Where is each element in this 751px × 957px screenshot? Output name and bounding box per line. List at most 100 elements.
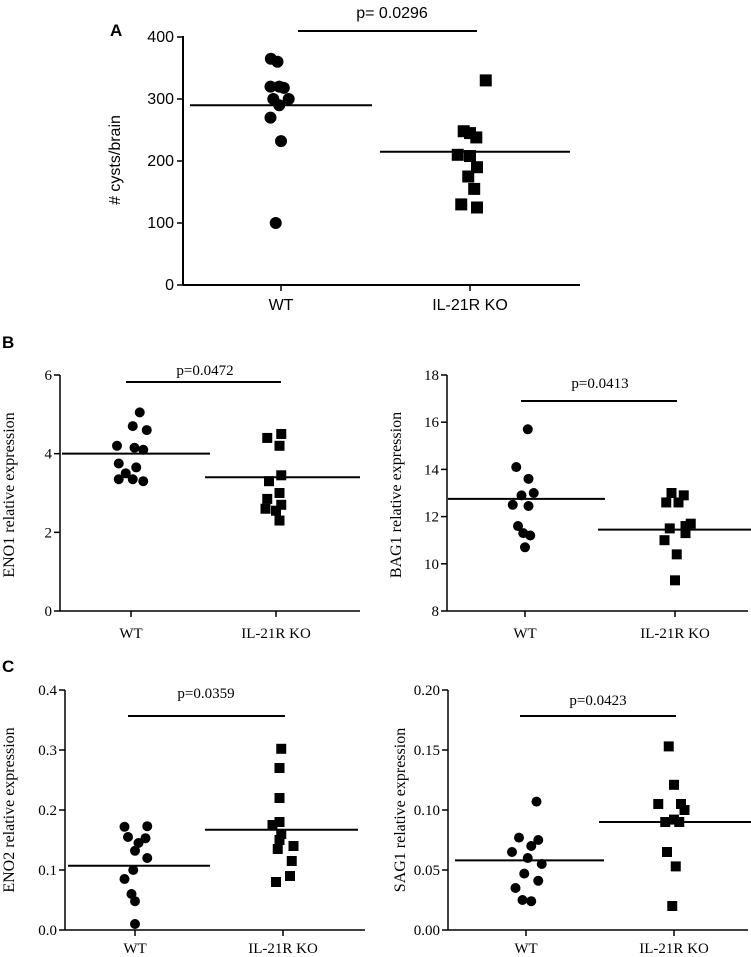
x-ticks-a (280, 285, 471, 291)
y-tick-label: 0.0 (38, 923, 57, 939)
x-tick-label-wt-b-left: WT (119, 626, 142, 642)
data-point-ko (664, 523, 675, 534)
data-point-wt (142, 853, 153, 863)
x-tick-label-ko-c-left: IL-21R KO (248, 941, 318, 957)
ylabel-b-left: ENO1 relative expression (1, 412, 18, 577)
data-point-ko (262, 493, 273, 504)
data-point-wt (130, 845, 140, 856)
data-point-ko (272, 844, 283, 854)
y-tick-label: 0.3 (38, 743, 57, 759)
y-tick-label: 4 (45, 447, 53, 463)
panel-label-b: B (2, 333, 14, 352)
panel-label-c: C (2, 657, 14, 676)
data-point-wt (112, 440, 122, 451)
data-point-wt (523, 473, 534, 484)
x-tick-label-wt-a: WT (269, 297, 294, 314)
data-point-ko (276, 829, 287, 839)
data-point-ko (685, 518, 696, 529)
data-point-wt (277, 81, 290, 94)
x-tick-label-ko-b-right: IL-21R KO (640, 626, 710, 642)
panel-b-right: BAG1 relative expression p=0.0413 8 10 12 1… (388, 368, 751, 642)
y-tick-label: 0.20 (414, 683, 440, 699)
y-tick-label: 0.00 (414, 923, 440, 939)
y-tick-label: 0.1 (38, 863, 57, 879)
y-tick-label: 400 (147, 29, 174, 46)
data-point-wt (507, 499, 518, 510)
data-point-wt (516, 490, 527, 501)
data-point-ko (274, 817, 285, 827)
y-tick-label: 0 (45, 604, 53, 620)
data-point-ko (276, 470, 287, 481)
data-point-wt (522, 853, 533, 863)
data-point-wt (134, 407, 145, 418)
data-point-wt (119, 874, 130, 884)
y-tick-label: 200 (147, 153, 174, 170)
data-point-wt (271, 55, 284, 68)
data-point-wt (119, 821, 130, 832)
y-ticks-b-left: 0 2 4 6 (45, 368, 60, 620)
data-point-wt (128, 865, 139, 875)
data-point-wt (140, 833, 151, 844)
y-ticks-c-right: 0.00 0.05 0.10 0.15 0.20 (414, 683, 448, 939)
data-point-ko (285, 871, 295, 881)
data-point-wt (130, 919, 140, 929)
data-point-ko (451, 148, 464, 161)
y-tick-label: 100 (147, 215, 174, 232)
data-point-ko (457, 125, 470, 138)
data-point-ko (679, 805, 690, 815)
data-point-wt (127, 421, 138, 432)
x-tick-label-wt-b-right: WT (513, 626, 536, 642)
data-point-wt (141, 425, 152, 436)
marks-a (190, 52, 570, 229)
y-tick-label: 0.10 (414, 803, 440, 819)
x-tick-label-ko-a: IL-21R KO (432, 297, 508, 314)
marks-c-left (68, 743, 358, 929)
x-ticks-c-left (134, 930, 284, 936)
data-point-wt (113, 474, 124, 485)
x-tick-label-wt-c-left: WT (123, 941, 146, 957)
ylabel-c-left: ENO2 relative expression (1, 727, 18, 892)
data-point-ko (274, 763, 285, 773)
data-point-wt (264, 111, 277, 124)
data-point-ko (271, 877, 281, 887)
data-point-wt (282, 93, 295, 105)
x-tick-label-wt-c-right: WT (514, 941, 537, 957)
ylabel-b-right: BAG1 relative expression (388, 412, 405, 578)
data-point-ko (274, 488, 285, 498)
data-point-ko (680, 521, 691, 532)
data-point-ko (468, 182, 481, 195)
data-point-ko (470, 131, 483, 144)
data-point-wt (123, 832, 133, 842)
data-point-wt (275, 135, 287, 148)
data-point-wt (533, 835, 544, 845)
data-point-wt (510, 883, 521, 893)
data-point-wt (536, 859, 547, 869)
data-point-ko (288, 841, 299, 851)
data-point-ko (262, 432, 273, 443)
data-point-ko (274, 835, 285, 845)
data-point-ko (669, 779, 679, 790)
data-point-ko (267, 820, 278, 830)
data-point-ko (286, 856, 297, 866)
data-point-wt (513, 521, 523, 532)
y-tick-label: 6 (45, 368, 53, 384)
y-tick-label: 0 (165, 277, 174, 294)
data-point-wt (130, 896, 140, 907)
x-ticks-b-right (524, 611, 676, 617)
data-point-ko (666, 488, 677, 498)
data-point-wt (138, 444, 149, 455)
panel-b-left: B ENO1 relative expression p=0.0472 0 2 4 6… (1, 333, 360, 642)
data-point-ko (662, 847, 672, 857)
data-point-ko (276, 499, 287, 510)
data-point-wt (131, 462, 142, 473)
data-point-wt (514, 832, 524, 843)
y-tick-label: 300 (147, 91, 174, 108)
data-point-wt (525, 530, 536, 541)
panel-label-a: A (110, 21, 122, 40)
data-point-ko (670, 861, 681, 872)
data-point-ko (464, 150, 476, 163)
data-point-wt (129, 442, 140, 453)
data-point-ko (678, 490, 689, 501)
y-tick-label: 14 (424, 462, 440, 478)
